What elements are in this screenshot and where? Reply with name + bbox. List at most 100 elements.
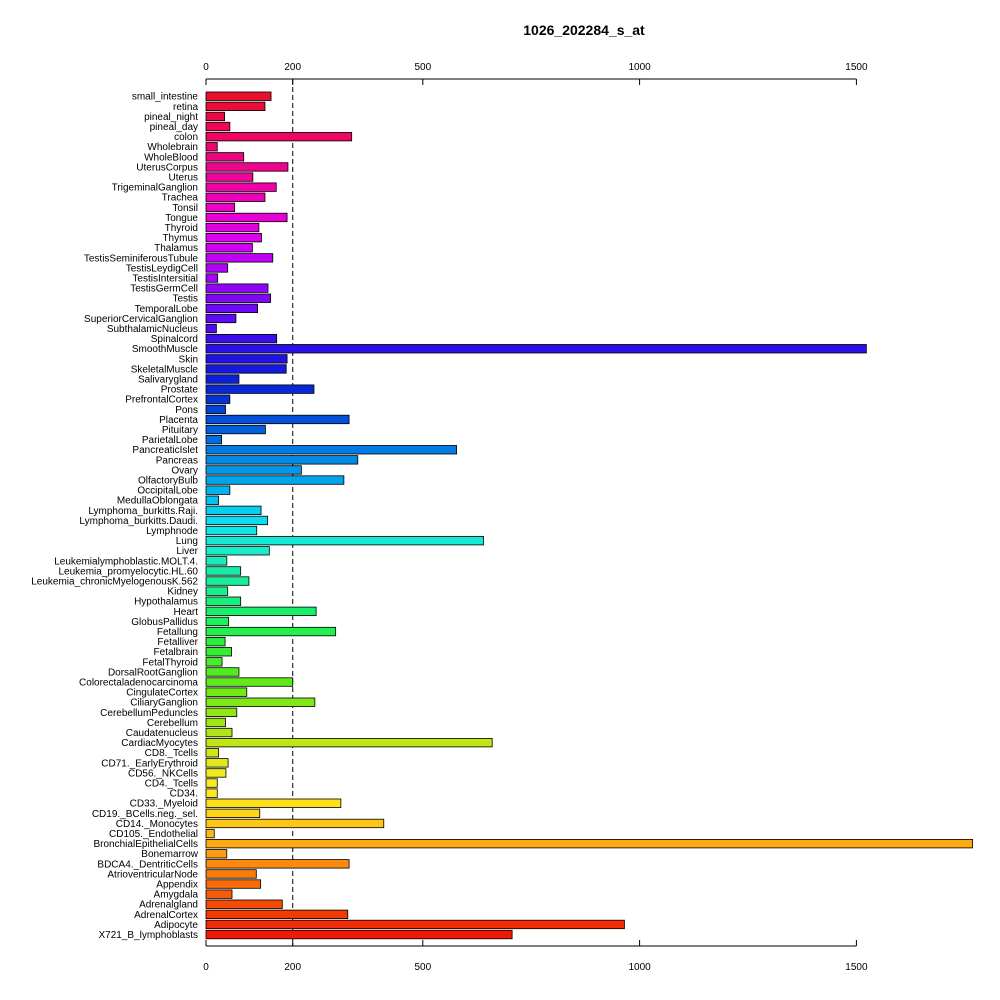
- bar: [205, 536, 484, 546]
- bar: [205, 364, 287, 374]
- bar: [205, 677, 294, 687]
- category-label: PancreaticIslet: [132, 445, 198, 456]
- category-label: BDCA4._DentriticCells: [97, 859, 198, 870]
- category-label: OlfactoryBulb: [138, 476, 198, 487]
- category-label: CardiacMyocytes: [121, 738, 198, 749]
- category-label: Leukemia_promyelocytic.HL.60: [58, 566, 198, 577]
- bar: [205, 253, 274, 263]
- bar: [205, 404, 226, 415]
- bar: [205, 717, 226, 728]
- category-label: pineal_night: [144, 112, 198, 123]
- bar: [205, 303, 258, 314]
- category-label: MedullaOblongata: [117, 496, 199, 507]
- category-label: FetalThyroid: [142, 657, 198, 668]
- bar: [205, 313, 237, 324]
- bar: [205, 172, 254, 182]
- bar: [205, 566, 242, 576]
- category-label: Adipocyte: [154, 920, 198, 931]
- bar: [205, 384, 315, 394]
- bar: [205, 131, 353, 142]
- category-label: Thymus: [162, 233, 198, 244]
- category-label: UterusCorpus: [136, 162, 198, 173]
- category-label: CD8._Tcells: [145, 748, 198, 759]
- category-label: Salivarygland: [138, 375, 198, 386]
- category-label: OccipitalLobe: [137, 486, 198, 497]
- bar: [205, 323, 217, 334]
- bar: [205, 394, 231, 404]
- bar: [205, 152, 245, 162]
- category-label: TestisGermCell: [130, 284, 198, 295]
- category-label: Kidney: [167, 587, 198, 598]
- category-label: Appendix: [156, 880, 198, 891]
- category-label: Wholebrain: [147, 142, 198, 153]
- bar: [205, 202, 236, 213]
- bottom-tick-label: 500: [414, 962, 431, 973]
- top-tick-label: 200: [284, 62, 301, 73]
- bar: [205, 182, 277, 192]
- category-label: WholeBlood: [144, 152, 198, 163]
- chart-title: 1026_202284_s_at: [523, 22, 645, 38]
- bar: [205, 424, 266, 435]
- category-label: pineal_day: [150, 122, 198, 133]
- bottom-tick-label: 1000: [628, 962, 651, 973]
- bar: [205, 788, 218, 798]
- category-label: Testis: [172, 294, 198, 305]
- category-label: TestisIntersitial: [132, 274, 198, 285]
- bar: [205, 748, 219, 758]
- bar: [205, 142, 218, 152]
- category-label: Bonemarrow: [141, 849, 198, 860]
- category-label: DorsalRootGanglion: [108, 667, 198, 678]
- category-label: Leukemialymphoblastic.MOLT.4.: [54, 556, 198, 567]
- bar: [205, 889, 233, 899]
- bar: [205, 808, 261, 818]
- bar: [205, 455, 359, 465]
- bars: [205, 91, 974, 940]
- category-label: Lymphoma_burkitts.Raji.: [88, 506, 198, 517]
- category-label: SkeletalMuscle: [131, 364, 199, 375]
- category-label: Pons: [175, 405, 198, 416]
- bar: [205, 546, 270, 556]
- bar: [205, 344, 867, 354]
- bar: [205, 818, 385, 829]
- bar: [205, 121, 231, 132]
- category-label: Lymphnode: [146, 526, 198, 537]
- category-label: Placenta: [159, 415, 198, 426]
- category-labels: small_intestineretinapineal_nightpineal_…: [31, 92, 199, 941]
- bar: [205, 667, 240, 677]
- category-label: Thalamus: [154, 243, 198, 254]
- bar: [205, 647, 232, 657]
- category-label: SmoothMuscle: [132, 344, 199, 355]
- bar: [205, 606, 317, 616]
- category-label: CD56._NKCells: [128, 768, 198, 779]
- bar: [205, 879, 262, 889]
- category-label: Trachea: [162, 193, 199, 204]
- bar: [205, 374, 240, 384]
- bar: [205, 919, 625, 930]
- bar: [205, 596, 242, 606]
- category-label: Adrenalgland: [139, 900, 198, 911]
- bar: [205, 707, 238, 717]
- bar: [205, 626, 337, 637]
- category-label: Ovary: [171, 465, 198, 476]
- category-label: CD71._EarlyErythroid: [101, 758, 198, 769]
- category-label: CD4._Tcells: [145, 779, 198, 790]
- category-label: Pancreas: [156, 455, 198, 466]
- bar: [205, 899, 283, 909]
- category-label: Liver: [176, 546, 198, 557]
- category-label: Lymphoma_burkitts.Daudi.: [79, 516, 198, 527]
- category-label: SuperiorCervicalGanglion: [84, 314, 198, 325]
- category-label: CD33._Myeloid: [130, 799, 198, 810]
- bottom-tick-label: 1500: [845, 962, 868, 973]
- category-label: Spinalcord: [151, 334, 198, 345]
- bottom-tick-label: 200: [284, 962, 301, 973]
- bar: [205, 212, 288, 223]
- bar: [205, 475, 345, 485]
- bar: [205, 465, 302, 475]
- bar: [205, 91, 272, 101]
- bar: [205, 485, 231, 495]
- bar: [205, 798, 342, 808]
- category-label: AtrioventricularNode: [107, 869, 198, 880]
- bar: [205, 505, 262, 516]
- category-label: Colorectaladenocarcinoma: [79, 678, 198, 689]
- top-tick-label: 500: [414, 62, 431, 73]
